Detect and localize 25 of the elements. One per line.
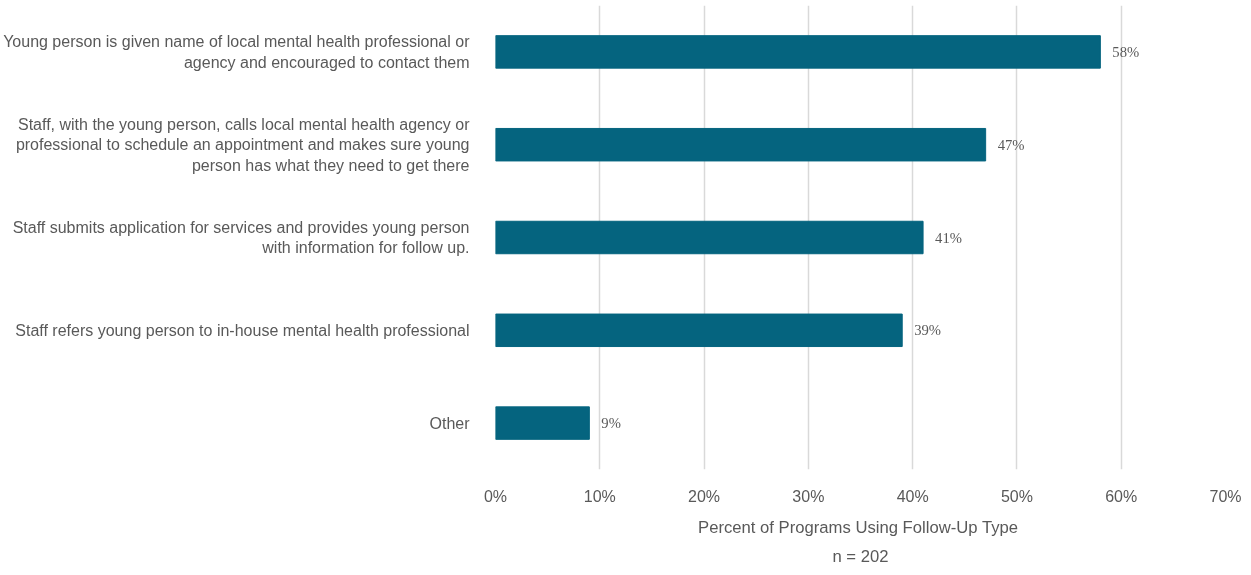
x-axis-title: Percent of Programs Using Follow-Up Type — [698, 517, 1019, 537]
data-label: 9% — [601, 415, 621, 432]
text: n = 202 — [832, 546, 889, 566]
bar — [495, 35, 1101, 69]
x-tick-label: 20% — [688, 487, 721, 505]
data-label: 47% — [997, 136, 1025, 153]
x-tick-label: 10% — [583, 487, 616, 505]
bar — [495, 406, 590, 440]
bar — [495, 220, 924, 255]
y-tick-label: Other — [429, 414, 471, 432]
y-tick-label: Young person is given name of local mental health professional or agency and encouraged to contact them — [3, 33, 471, 71]
x-tick-label: 70% — [1209, 487, 1242, 505]
data-label: 41% — [935, 229, 962, 246]
bar — [495, 127, 987, 162]
x-tick-label: 60% — [1105, 487, 1138, 505]
x-tick-label: 40% — [896, 487, 929, 505]
x-tick-label: 30% — [792, 487, 825, 505]
y-tick-label: Staff, with the young person, calls local mental health agency or professional to schedule an appointment and makes sure young person has what they need to get there — [15, 115, 471, 174]
data-label: 58% — [1112, 43, 1140, 60]
y-tick-label: Staff submits application for services and provides young person with information for follow up. — [12, 218, 470, 257]
x-tick-label: 50% — [1000, 487, 1033, 505]
bar — [495, 313, 903, 348]
data-label: 39% — [914, 322, 942, 339]
y-tick-label: Staff refers young person to in-house mental health professional — [15, 321, 470, 339]
x-tick-label: 0% — [483, 487, 508, 505]
